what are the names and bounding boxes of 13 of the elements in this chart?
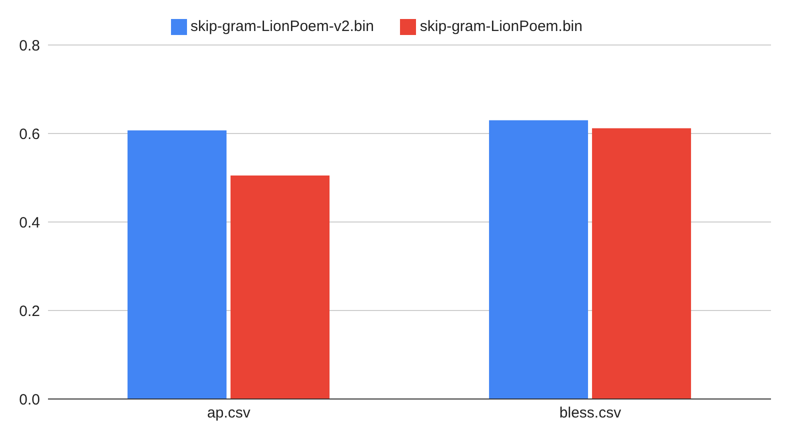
bar [230,176,330,399]
bar [592,128,692,399]
y-tick-label: 0.6 [19,126,40,143]
y-tick-label: 0.2 [19,302,40,320]
legend-label: skip-gram-LionPoem.bin [420,18,582,35]
y-tick-label: 0.0 [19,391,40,408]
y-tick-label: 0.4 [19,214,40,232]
x-tick-label: bless.csv [559,404,622,422]
y-tick-label: 0.8 [19,37,40,54]
bar [128,130,227,399]
x-tick-label: ap.csv [207,404,251,422]
bar [489,120,588,399]
legend-label: skip-gram-LionPoem-v2.bin [190,18,374,35]
